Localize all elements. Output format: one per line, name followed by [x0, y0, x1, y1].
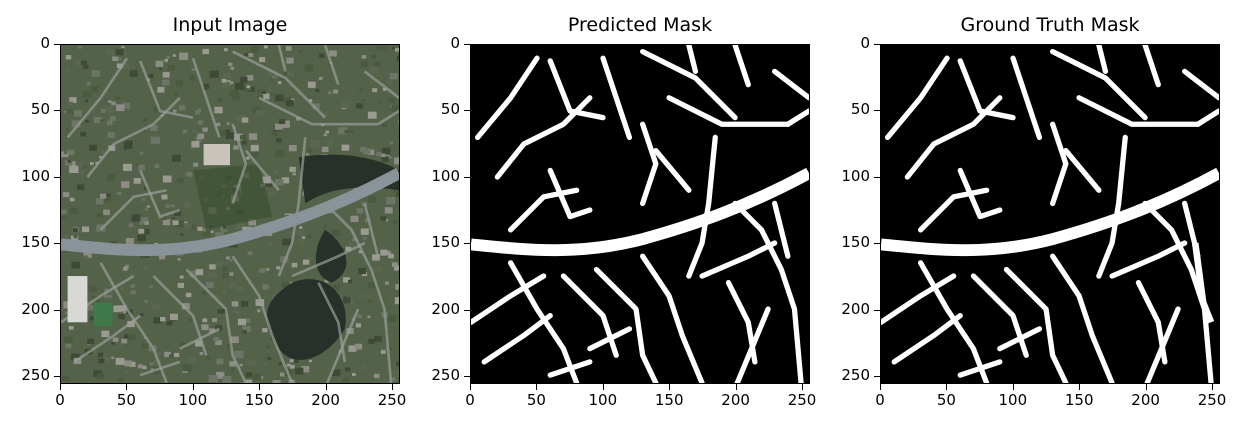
x-tick-label: 200 [311, 391, 340, 409]
panel-2: Predicted Mask 0 0 50 50 100 100 150 150 200 200 25… [430, 0, 830, 436]
panel-3: Ground Truth Mask 0 0 50 50 100 100 150 150 200 20… [840, 0, 1240, 436]
y-tick-label: 100 [841, 166, 870, 185]
y-tick [54, 243, 60, 245]
y-tick [874, 376, 880, 378]
mask-image [470, 44, 810, 384]
input-image [60, 44, 400, 384]
x-tick [392, 384, 394, 390]
y-tick-label: 0 [40, 34, 50, 52]
x-tick-label: 50 [526, 391, 546, 409]
y-tick-label: 0 [860, 34, 870, 52]
y-tick-label: 250 [841, 366, 870, 385]
x-tick-label: 100 [178, 391, 208, 409]
y-tick [464, 110, 470, 112]
x-tick-label: 150 [244, 391, 274, 409]
x-tick [192, 384, 194, 390]
y-tick [874, 110, 880, 112]
satellite-photo [61, 45, 399, 383]
x-tick [1012, 384, 1014, 390]
y-tick [464, 243, 470, 245]
y-tick-label: 200 [21, 299, 50, 318]
x-tick [259, 384, 261, 390]
x-tick-label: 100 [588, 391, 618, 409]
x-tick [1145, 384, 1147, 390]
x-tick-label: 200 [1131, 391, 1160, 409]
y-tick [54, 309, 60, 311]
x-tick-label: 50 [936, 391, 956, 409]
x-tick [126, 384, 128, 390]
y-tick [54, 110, 60, 112]
panel-title: Predicted Mask [567, 14, 713, 36]
y-tick [874, 44, 880, 45]
y-tick-label: 150 [841, 233, 870, 252]
x-tick-label: 0 [55, 391, 65, 409]
y-tick [874, 176, 880, 178]
x-tick-label: 250 [787, 391, 817, 409]
panel-title: Input Image [172, 14, 288, 36]
x-tick [536, 384, 538, 390]
x-tick-label: 50 [116, 391, 136, 409]
y-tick [874, 243, 880, 245]
x-tick-label: 250 [377, 391, 407, 409]
y-tick [464, 44, 470, 45]
y-tick [54, 176, 60, 178]
y-tick [54, 44, 60, 45]
road-mask [471, 45, 809, 383]
y-tick [874, 309, 880, 311]
y-tick-label: 50 [30, 100, 50, 119]
x-tick [1212, 384, 1214, 390]
x-tick [946, 384, 948, 390]
x-tick [669, 384, 671, 390]
x-tick [880, 384, 881, 390]
y-tick-label: 0 [450, 34, 460, 52]
y-tick [464, 309, 470, 311]
y-tick-label: 250 [21, 366, 50, 385]
panel-1: Input Image 0 0 50 50 100 100 150 150 200 200 250 25… [20, 0, 420, 436]
y-tick-label: 100 [21, 166, 50, 185]
x-tick [735, 384, 737, 390]
y-tick-label: 200 [841, 299, 870, 318]
x-tick-label: 150 [654, 391, 684, 409]
x-tick-label: 100 [998, 391, 1028, 409]
x-tick-label: 150 [1064, 391, 1094, 409]
road-mask [881, 45, 1219, 383]
x-tick-label: 200 [721, 391, 750, 409]
x-tick [602, 384, 604, 390]
mask-image [880, 44, 1220, 384]
y-tick-label: 200 [431, 299, 460, 318]
panel-title: Ground Truth Mask [960, 14, 1140, 36]
y-tick-label: 100 [431, 166, 460, 185]
y-tick [54, 376, 60, 378]
y-tick-label: 250 [431, 366, 460, 385]
x-tick [325, 384, 327, 390]
x-tick [1079, 384, 1081, 390]
x-tick [470, 384, 471, 390]
x-tick-label: 0 [875, 391, 885, 409]
x-tick [802, 384, 804, 390]
y-tick-label: 150 [21, 233, 50, 252]
x-tick-label: 250 [1197, 391, 1227, 409]
y-tick-label: 50 [440, 100, 460, 119]
y-tick [464, 376, 470, 378]
y-tick-label: 150 [431, 233, 460, 252]
x-tick [60, 384, 61, 390]
x-tick-label: 0 [465, 391, 475, 409]
y-tick-label: 50 [850, 100, 870, 119]
y-tick [464, 176, 470, 178]
